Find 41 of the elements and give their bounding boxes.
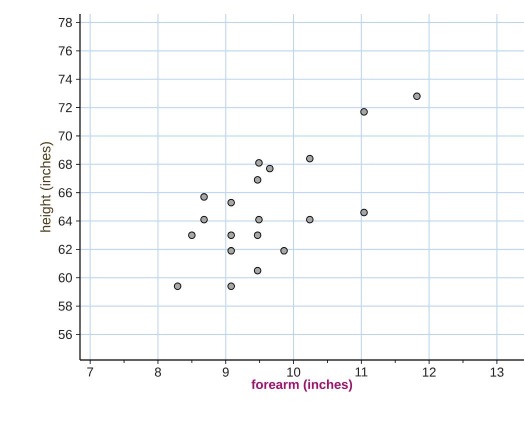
point — [255, 216, 263, 224]
point — [306, 154, 314, 162]
y-tick-label: 72 — [58, 103, 72, 112]
point — [413, 92, 421, 100]
x-axis-title: forearm (inches) — [251, 380, 352, 392]
point — [255, 159, 263, 167]
point — [280, 247, 288, 255]
y-tick-label: 68 — [58, 160, 72, 169]
point — [227, 247, 235, 255]
point — [227, 282, 235, 290]
point — [254, 231, 262, 239]
point — [188, 231, 196, 239]
point — [360, 108, 368, 116]
y-tick-label: 70 — [58, 131, 72, 141]
point — [254, 266, 262, 274]
y-tick-label: 64 — [58, 216, 72, 226]
y-tick-label: 74 — [58, 74, 72, 84]
point — [227, 231, 235, 239]
x-tick-label: 10 — [287, 368, 300, 377]
y-tick-label: 66 — [58, 188, 72, 198]
x-tick-label: 7 — [87, 368, 94, 376]
x-tick-label: 13 — [490, 368, 504, 377]
y-tick-label: 56 — [58, 330, 72, 340]
y-tick-label: 60 — [58, 273, 72, 282]
point — [227, 198, 235, 206]
y-axis-title: height (inches) — [40, 142, 54, 232]
y-tick-label: 58 — [58, 302, 72, 311]
x-tick-label: 9 — [222, 368, 229, 377]
x-tick-label: 8 — [154, 368, 161, 377]
x-tick-label: 12 — [422, 368, 436, 377]
point — [200, 216, 208, 224]
point — [174, 282, 182, 290]
point — [266, 164, 274, 172]
point — [200, 193, 208, 201]
y-tick-label: 78 — [58, 18, 72, 28]
point — [360, 208, 368, 216]
x-tick-label: 11 — [356, 368, 368, 376]
point — [254, 176, 262, 184]
point — [306, 216, 314, 224]
y-tick-label: 76 — [58, 46, 72, 56]
y-tick-label: 62 — [58, 244, 72, 254]
